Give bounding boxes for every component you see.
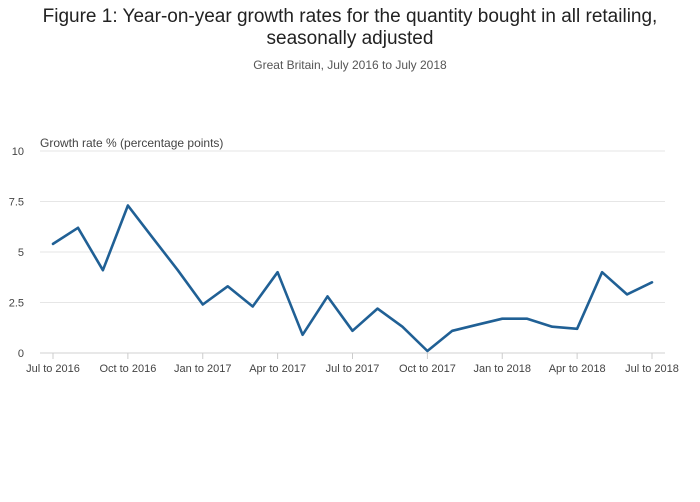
grid-layer: [40, 150, 665, 354]
data-point[interactable]: [373, 305, 381, 313]
data-point[interactable]: [124, 202, 132, 210]
x-tick-label: Jul to 2017: [326, 363, 380, 375]
data-point[interactable]: [249, 303, 257, 311]
data-point[interactable]: [598, 268, 606, 276]
y-tick-label: 5: [18, 247, 24, 259]
x-tick-label: Jul to 2016: [26, 363, 80, 375]
data-point[interactable]: [573, 325, 581, 333]
data-point[interactable]: [99, 266, 107, 274]
x-tick-label: Oct to 2016: [99, 363, 156, 375]
x-tick-label: Jan to 2017: [174, 363, 232, 375]
data-point[interactable]: [174, 266, 182, 274]
chart-title-line-1: Figure 1: Year-on-year growth rates for …: [42, 6, 658, 27]
data-point[interactable]: [299, 331, 307, 339]
x-tick-label: Jan to 2018: [474, 363, 532, 375]
chart-title-line-2: seasonally adjusted: [266, 28, 434, 49]
y-tick-labels: 0 2.5 5 7.5 10: [9, 146, 24, 360]
y-axis-label: Growth rate % (percentage points): [40, 136, 223, 150]
data-point[interactable]: [448, 327, 456, 335]
data-point[interactable]: [473, 321, 481, 329]
series-layer: [49, 202, 656, 355]
x-tick-label: Oct to 2017: [399, 363, 456, 375]
y-tick-label: 7.5: [9, 197, 24, 209]
data-point[interactable]: [199, 301, 207, 309]
data-point[interactable]: [623, 290, 631, 298]
chart-subtitle: Great Britain, July 2016 to July 2018: [253, 58, 447, 72]
data-point[interactable]: [398, 323, 406, 331]
data-point[interactable]: [274, 268, 282, 276]
data-point[interactable]: [498, 315, 506, 323]
data-point[interactable]: [349, 327, 357, 335]
data-point[interactable]: [548, 323, 556, 331]
data-point[interactable]: [523, 315, 531, 323]
data-point[interactable]: [224, 282, 232, 290]
data-point[interactable]: [423, 347, 431, 355]
x-tick-labels: Jul to 2016 Oct to 2016 Jan to 2017 Apr to …: [26, 353, 679, 375]
y-tick-label: 0: [18, 348, 24, 360]
chart-title: Figure 1: Year-on-year growth rates for …: [0, 6, 700, 50]
y-tick-label: 2.5: [9, 298, 24, 310]
series-line[interactable]: [51, 204, 654, 353]
data-point[interactable]: [648, 278, 656, 286]
data-point[interactable]: [149, 234, 157, 242]
x-tick-label: Apr to 2018: [549, 363, 606, 375]
x-tick-label: Jul to 2018: [625, 363, 679, 375]
data-point[interactable]: [49, 240, 57, 248]
data-point[interactable]: [74, 224, 82, 232]
data-point[interactable]: [324, 292, 332, 300]
x-tick-label: Apr to 2017: [249, 363, 306, 375]
y-tick-label: 10: [12, 146, 24, 158]
